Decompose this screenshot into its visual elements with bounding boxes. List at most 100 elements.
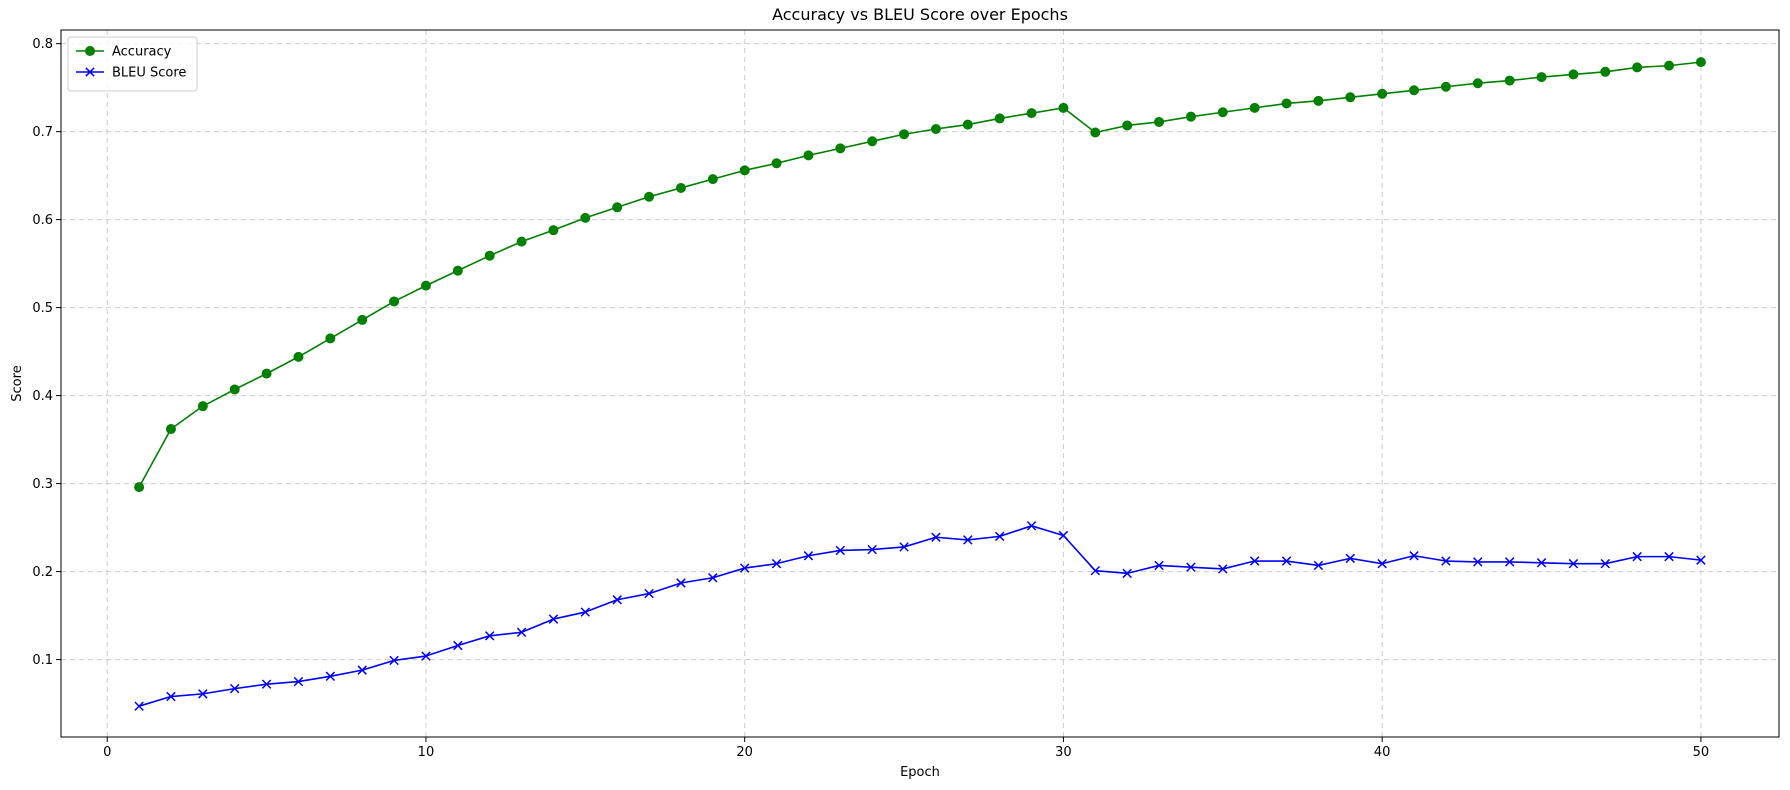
bleu-score-point xyxy=(1632,551,1642,562)
accuracy-point xyxy=(1281,98,1292,109)
accuracy-point xyxy=(1504,75,1515,86)
accuracy-point xyxy=(675,182,686,193)
bleu-score-point xyxy=(548,614,559,624)
accuracy-point xyxy=(134,482,145,493)
bleu-score-point xyxy=(771,558,782,569)
accuracy-point xyxy=(452,265,463,276)
bleu-score-point xyxy=(644,588,654,599)
bleu-score-point xyxy=(963,535,973,545)
bleu-score-point xyxy=(1249,556,1260,566)
bleu-score-point xyxy=(453,640,463,651)
accuracy-point xyxy=(580,212,591,223)
bleu-score-line xyxy=(138,525,1701,707)
legend: Accuracy BLEU Score xyxy=(67,36,198,92)
accuracy-point xyxy=(1632,62,1643,73)
bleu-score-point xyxy=(1058,530,1069,541)
legend-accuracy-marker xyxy=(85,46,95,56)
bleu-score-point xyxy=(994,531,1005,542)
bleu-score-point xyxy=(1696,555,1706,565)
bleu-score-point xyxy=(1409,551,1419,561)
accuracy-point xyxy=(835,143,846,154)
bleu-score-point xyxy=(931,532,941,542)
bleu-score-point xyxy=(1441,556,1451,566)
accuracy-point xyxy=(197,401,208,412)
bleu-score-point xyxy=(1504,557,1515,567)
bleu-score-point xyxy=(293,676,304,687)
y-tick-label: 0.8 xyxy=(32,37,53,52)
bleu-score-point xyxy=(357,665,367,675)
accuracy-point xyxy=(1409,85,1420,96)
accuracy-point xyxy=(1058,102,1069,113)
y-tick-label: 0.7 xyxy=(32,125,53,140)
legend-bleu-score-label: BLEU Score xyxy=(112,66,186,81)
legend-accuracy-label: Accuracy xyxy=(112,45,172,60)
accuracy-point xyxy=(612,202,623,213)
legend-bleu-score-marker xyxy=(85,67,95,77)
accuracy-series xyxy=(134,57,1706,493)
x-tick-label: 40 xyxy=(1374,745,1391,760)
bleu-score-point xyxy=(134,701,144,711)
accuracy-point xyxy=(389,296,400,307)
accuracy-point xyxy=(165,424,176,435)
bleu-score-point xyxy=(229,683,240,694)
bleu-score-point xyxy=(1377,558,1387,569)
bleu-score-point xyxy=(580,607,591,617)
accuracy-point xyxy=(962,119,973,130)
bleu-score-point xyxy=(867,544,877,555)
plot-area-frame xyxy=(60,29,1780,738)
x-tick-label: 0 xyxy=(103,745,111,760)
bleu-score-point xyxy=(1186,562,1196,572)
accuracy-point xyxy=(1122,120,1133,131)
accuracy-point xyxy=(1090,127,1101,138)
bleu-score-point xyxy=(835,545,846,556)
x-tick-label: 20 xyxy=(736,745,753,760)
accuracy-point xyxy=(930,123,941,134)
accuracy-point xyxy=(1154,116,1165,127)
bleu-score-point xyxy=(1345,553,1356,564)
accuracy-line xyxy=(138,61,1701,488)
accuracy-point xyxy=(739,165,750,176)
accuracy-point xyxy=(1664,60,1675,71)
y-axis: 0.1 0.2 0.3 0.4 0.5 0.6 0.7 0.8 xyxy=(32,37,61,668)
bleu-score-point xyxy=(325,671,336,682)
bleu-score-point xyxy=(1313,560,1324,571)
y-tick-label: 0.3 xyxy=(32,477,53,492)
accuracy-point xyxy=(867,136,878,147)
accuracy-point xyxy=(420,280,431,291)
accuracy-point xyxy=(994,113,1005,124)
bleu-score-point xyxy=(166,691,176,702)
y-tick-label: 0.2 xyxy=(32,565,53,580)
accuracy-point xyxy=(229,384,240,395)
accuracy-point xyxy=(1695,57,1706,68)
bleu-score-point xyxy=(1026,521,1037,531)
y-tick-label: 0.5 xyxy=(32,301,53,316)
bleu-score-point xyxy=(1536,558,1547,568)
accuracy-point xyxy=(293,351,304,362)
bleu-score-point xyxy=(421,651,431,661)
accuracy-point xyxy=(1377,88,1388,99)
x-axis: 0 10 20 30 40 50 xyxy=(103,737,1709,760)
bleu-score-point xyxy=(484,631,495,641)
bleu-score-series xyxy=(134,521,1706,711)
bleu-score-point xyxy=(676,578,686,588)
chart-title: Accuracy vs BLEU Score over Epochs xyxy=(772,5,1068,24)
accuracy-point xyxy=(357,314,368,325)
accuracy-point xyxy=(1313,95,1324,106)
accuracy-point xyxy=(707,174,718,185)
bleu-score-point xyxy=(708,573,718,583)
y-axis-label: Score xyxy=(10,365,25,401)
accuracy-point xyxy=(644,191,655,202)
series-layer xyxy=(134,57,1706,711)
accuracy-point xyxy=(261,368,272,379)
bleu-score-point xyxy=(389,655,399,666)
x-tick-label: 30 xyxy=(1055,745,1072,760)
bleu-score-point xyxy=(516,627,527,638)
x-tick-label: 50 xyxy=(1693,745,1710,760)
bleu-score-point xyxy=(612,595,622,605)
accuracy-point xyxy=(325,333,336,344)
accuracy-point xyxy=(1536,72,1547,83)
accuracy-point xyxy=(1217,107,1228,118)
accuracy-point xyxy=(1568,69,1579,80)
